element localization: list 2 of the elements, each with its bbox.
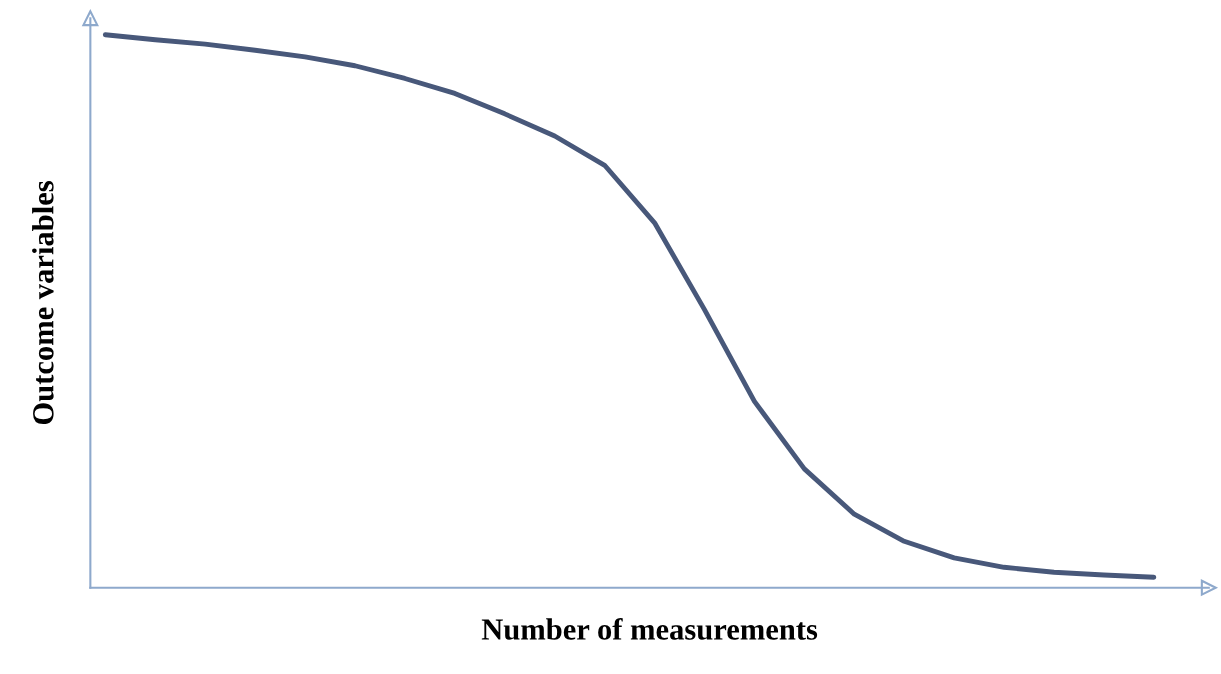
x-axis-title: Number of measurements — [481, 617, 818, 640]
y-axis-title: Outcome variables — [32, 181, 54, 425]
